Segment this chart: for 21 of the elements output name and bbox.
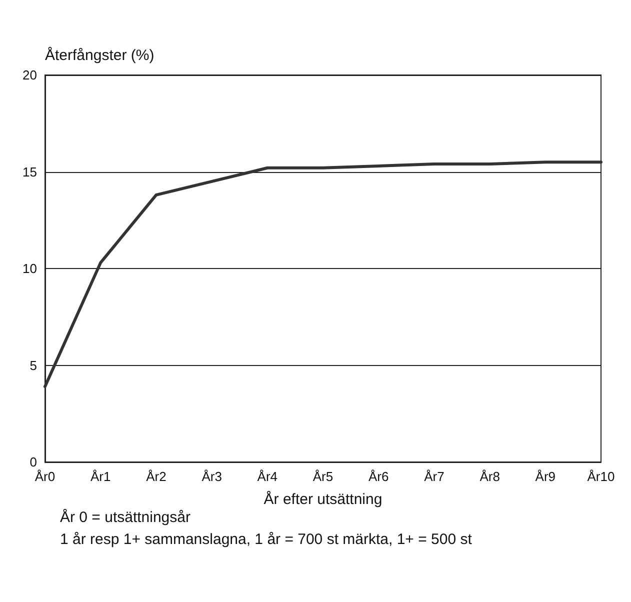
y-tick-label: 20 — [22, 68, 37, 82]
y-tick-label: 5 — [30, 358, 37, 373]
x-tick-label: År3 — [202, 469, 222, 484]
x-tick-label: År7 — [424, 469, 444, 484]
x-tick-label: År1 — [90, 469, 111, 484]
x-tick-label: År9 — [535, 469, 556, 484]
y-axis-title: Återfångster (%) — [45, 46, 154, 64]
x-tick-label: År5 — [312, 469, 334, 484]
x-tick-label: År8 — [480, 469, 500, 484]
y-tick-label: 0 — [30, 454, 37, 470]
y-tick-label: 10 — [22, 261, 37, 276]
x-axis-title: År efter utsättning — [264, 490, 382, 508]
x-tick-label: År2 — [146, 469, 166, 484]
line-series — [44, 160, 602, 388]
x-tick-label: År10 — [587, 469, 615, 484]
x-tick-label: År4 — [257, 469, 278, 484]
y-tick-label: 15 — [22, 164, 37, 180]
text: 1 år resp 1+ sammanslagna, 1 år = 700 st märkta, 1+ = 500 st — [60, 531, 473, 548]
x-tick-label: År6 — [368, 469, 389, 484]
text: År 0 = utsättningsår — [60, 508, 190, 526]
x-tick-label: År0 — [34, 469, 56, 484]
